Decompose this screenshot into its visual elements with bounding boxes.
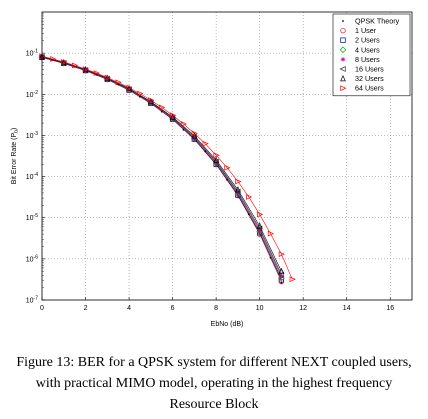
y-tick-label: 10-7 bbox=[26, 296, 38, 305]
data-point bbox=[278, 251, 285, 258]
legend-label: 1 User bbox=[355, 26, 377, 35]
y-tick-label: 10-1 bbox=[26, 49, 38, 58]
data-point bbox=[246, 194, 253, 200]
legend-label: 16 Users bbox=[355, 65, 384, 74]
data-point bbox=[213, 152, 220, 159]
x-tick-label: 12 bbox=[299, 305, 307, 312]
series-line-6 bbox=[41, 56, 282, 275]
data-point bbox=[235, 186, 241, 193]
data-point bbox=[169, 112, 177, 119]
data-point bbox=[278, 267, 285, 274]
data-point bbox=[50, 56, 57, 62]
y-axis-label-sub: b bbox=[14, 130, 20, 133]
data-point bbox=[93, 70, 100, 76]
y-tick-label: 10-5 bbox=[26, 213, 38, 222]
y-axis-label: Bit Error Rate (Pb) bbox=[11, 128, 20, 184]
x-tick-label: 2 bbox=[84, 305, 88, 312]
x-tick-label: 4 bbox=[127, 305, 131, 312]
x-tick-label: 10 bbox=[256, 305, 264, 312]
data-point bbox=[278, 274, 285, 282]
data-point bbox=[204, 150, 207, 153]
data-point bbox=[235, 178, 242, 185]
legend-label: 32 Users bbox=[355, 74, 384, 83]
data-point bbox=[126, 84, 133, 91]
legend-marker bbox=[340, 37, 346, 43]
data-point bbox=[71, 62, 79, 69]
plot-frame bbox=[41, 11, 413, 301]
data-point bbox=[159, 104, 166, 111]
data-point bbox=[103, 75, 110, 82]
data-point bbox=[224, 164, 231, 171]
data-point bbox=[148, 97, 155, 104]
y-axis-label-main: Bit Error Rate (P bbox=[11, 133, 18, 185]
y-tick-label: 10-6 bbox=[26, 254, 38, 263]
legend-label: 2 Users bbox=[355, 36, 380, 45]
legend-marker bbox=[342, 20, 344, 22]
x-tick-label: 14 bbox=[343, 305, 351, 312]
data-point bbox=[213, 156, 219, 163]
legend-marker bbox=[339, 66, 346, 72]
y-tick-label: 10-3 bbox=[26, 131, 38, 140]
ber-chart: 0 2 4 6 8 10 12 14 16 10-110-210-310-410-510-610… bbox=[11, 11, 413, 328]
data-point bbox=[256, 222, 263, 229]
data-point bbox=[160, 110, 163, 113]
x-tick-label: 8 bbox=[214, 305, 218, 312]
legend-label: QPSK Theory bbox=[355, 17, 400, 26]
data-point bbox=[269, 256, 272, 259]
data-point bbox=[247, 213, 250, 216]
data-point bbox=[60, 59, 67, 66]
data-point bbox=[81, 67, 89, 73]
y-axis-label-close: ) bbox=[11, 128, 18, 130]
legend-marker bbox=[339, 46, 347, 54]
legend-marker bbox=[340, 57, 346, 62]
data-point bbox=[180, 121, 188, 127]
x-tick-label: 0 bbox=[40, 305, 44, 312]
legend-label: 4 Users bbox=[355, 45, 380, 54]
data-point bbox=[115, 79, 122, 86]
data-point bbox=[139, 95, 141, 98]
x-tick-label: 6 bbox=[171, 305, 175, 312]
data-point bbox=[289, 276, 296, 283]
data-point bbox=[182, 128, 185, 131]
data-point bbox=[61, 59, 68, 65]
data-point bbox=[82, 66, 90, 72]
legend-marker bbox=[340, 85, 347, 92]
data-point bbox=[202, 140, 209, 147]
x-tick-label: 16 bbox=[386, 305, 394, 312]
legend-label: 64 Users bbox=[355, 84, 384, 93]
x-ticks: 0 2 4 6 8 10 12 14 16 bbox=[40, 297, 394, 312]
series-line-7 bbox=[41, 56, 282, 272]
legend-box bbox=[332, 13, 411, 97]
legend-marker bbox=[340, 75, 346, 82]
legend-label: 8 Users bbox=[355, 55, 380, 64]
data-point bbox=[137, 90, 144, 97]
data-point bbox=[226, 178, 228, 181]
figure-caption: Figure 13: BER for a QPSK system for dif… bbox=[16, 355, 412, 412]
data-point bbox=[267, 230, 275, 237]
data-point bbox=[191, 130, 198, 137]
data-point bbox=[191, 132, 198, 139]
x-axis-label: EbNo (dB) bbox=[211, 321, 244, 328]
y-tick-label: 10-2 bbox=[26, 90, 38, 99]
data-point bbox=[147, 98, 154, 105]
legend-marker bbox=[340, 27, 346, 34]
y-ticks: 10-1 10-2 10-3 10-4 10-5 10-6 10-7 bbox=[26, 13, 45, 305]
data-point bbox=[125, 86, 132, 92]
data-point bbox=[104, 74, 111, 81]
data-point bbox=[256, 211, 264, 218]
y-tick-label: 10-4 bbox=[26, 172, 38, 181]
